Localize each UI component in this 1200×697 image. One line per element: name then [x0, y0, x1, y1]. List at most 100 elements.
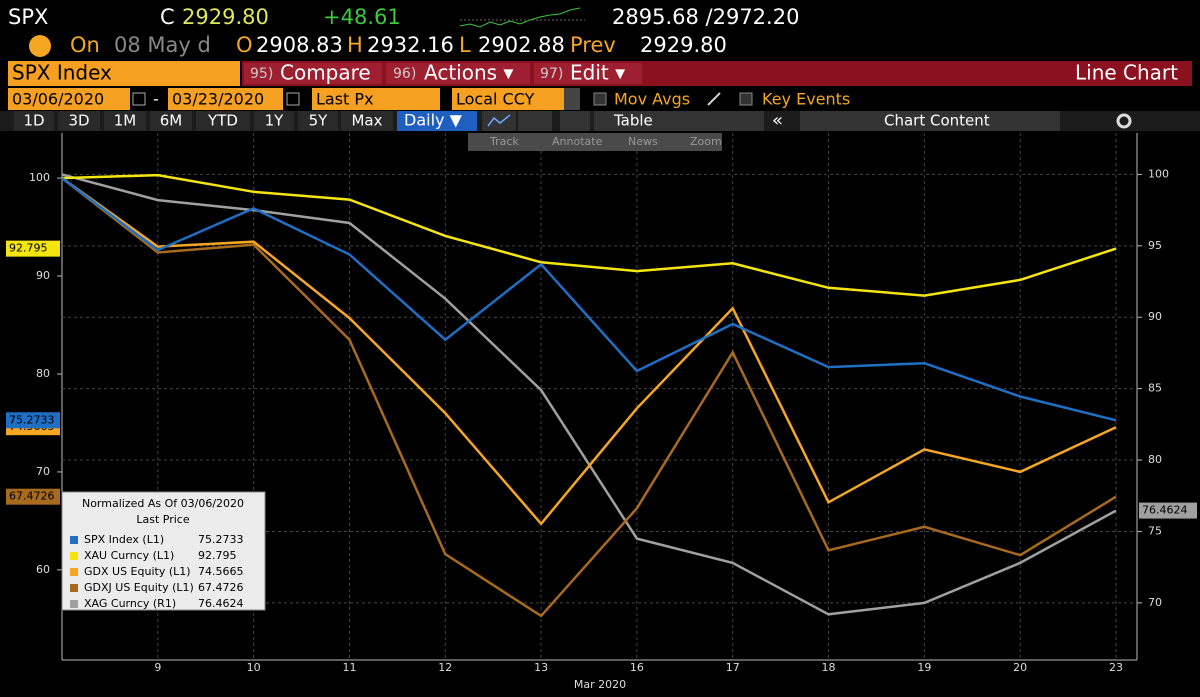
y2-tick-label: 75: [1148, 524, 1162, 537]
field-input[interactable]: [312, 88, 440, 110]
period-button[interactable]: [150, 111, 192, 131]
key-events: Key Events: [762, 90, 850, 109]
period-label: 1D: [23, 112, 44, 130]
chart-type-button[interactable]: [482, 111, 516, 131]
value-badge: [6, 240, 60, 257]
price: 2929.80: [182, 5, 269, 29]
tools: Track Annotate News Zoom: [489, 135, 722, 148]
legend-swatch: [70, 584, 78, 592]
end-input[interactable]: [168, 88, 283, 110]
menu-key: 97): [540, 66, 563, 82]
tool[interactable]: Annotate: [552, 135, 603, 148]
bar-type-button[interactable]: [518, 111, 552, 131]
y-tick-label: 100: [29, 171, 50, 184]
content-button[interactable]: [800, 111, 1060, 131]
collapse[interactable]: «: [772, 110, 783, 131]
x-tick-label: 9: [154, 661, 161, 674]
period-button[interactable]: [341, 111, 393, 131]
legend-swatch: [70, 536, 78, 544]
y2-tick-label: 100: [1148, 167, 1169, 180]
calendar-icon[interactable]: [132, 92, 146, 106]
legend-value: 75.2733: [198, 533, 244, 546]
legend-label: XAU Curncy (L1): [84, 549, 174, 562]
menu-bar: [242, 61, 1192, 86]
menu-label: Edit ▾: [570, 61, 625, 85]
sparkline: [459, 7, 581, 28]
calendar-icon[interactable]: [286, 92, 300, 106]
change: +48.61: [323, 5, 401, 29]
menu-key: 96): [393, 66, 416, 82]
periods: 1D 3D 1M 6M YTD 1Y 5Y Max: [14, 111, 393, 131]
tool[interactable]: Zoom: [690, 135, 722, 148]
period-label: YTD: [207, 112, 238, 130]
security-box[interactable]: [8, 61, 240, 86]
period-label: 3D: [68, 112, 89, 130]
security: SPX Index: [12, 61, 112, 85]
value-badge: [1139, 502, 1197, 519]
open: 2908.83: [256, 33, 343, 57]
legend: [61, 491, 266, 611]
dropdown[interactable]: [564, 88, 580, 110]
table-button[interactable]: [594, 111, 764, 131]
legend-swatch: [70, 568, 78, 576]
menu-button[interactable]: [534, 63, 642, 84]
frequency-button[interactable]: [397, 111, 477, 131]
pencil-icon[interactable]: [707, 92, 721, 106]
start-input[interactable]: [8, 88, 130, 110]
period-button[interactable]: [58, 111, 100, 131]
y2-tick-label: 90: [1148, 310, 1162, 323]
y2-tick-label: 70: [1148, 596, 1162, 609]
period-button[interactable]: [196, 111, 250, 131]
tools-bar: [468, 133, 722, 151]
high: 2932.16: [367, 33, 454, 57]
legend-label: GDX US Equity (L1): [84, 565, 191, 578]
gear-icon[interactable]: [1116, 113, 1132, 129]
field: Last Px: [316, 90, 374, 109]
value-badge-label: 92.795: [9, 242, 48, 255]
date-dash: -: [153, 90, 159, 109]
chart: 60 70 80 90 100 70 75 80 85 90 95 100 9 10 11 12 13 16 17 1…: [6, 133, 1197, 691]
period-button[interactable]: [298, 111, 338, 131]
currency-input[interactable]: [452, 88, 564, 110]
legend-value: 67.4726: [198, 581, 244, 594]
period-button[interactable]: [14, 111, 54, 131]
legend-label: GDXJ US Equity (L1): [84, 581, 194, 594]
y-tick-label: 60: [36, 563, 50, 576]
period-label: 5Y: [309, 112, 329, 130]
dropdown[interactable]: [560, 111, 590, 131]
y-tick-label: 70: [36, 465, 50, 478]
series-line: [61, 177, 1117, 526]
on-label: On: [70, 33, 100, 57]
tool[interactable]: News: [628, 135, 658, 148]
low: 2902.88: [478, 33, 565, 57]
legend-title: Normalized As Of 03/06/2020: [82, 497, 244, 510]
view-title: Line Chart: [1075, 61, 1178, 85]
checkbox[interactable]: [739, 92, 753, 106]
legend-label: XAG Curncy (R1): [84, 597, 176, 610]
legend-swatch: [70, 600, 78, 608]
x-tick-label: 13: [534, 661, 548, 674]
value-badge: [6, 488, 60, 505]
x-axis-label: Mar 2020: [574, 678, 626, 691]
status-icon: [29, 35, 51, 57]
chart-content: Chart Content: [884, 112, 990, 130]
frequency: Daily ▼: [404, 111, 463, 130]
period-label: 1Y: [265, 112, 285, 130]
menu-button[interactable]: [244, 63, 382, 84]
y-tick-label: 80: [36, 367, 50, 380]
period-button[interactable]: [104, 111, 146, 131]
low-label: L: [459, 33, 471, 57]
ticker: SPX: [8, 5, 48, 29]
x-tick-label: 11: [342, 661, 356, 674]
series-line: [61, 177, 1117, 422]
value-badge: [6, 412, 60, 429]
period-button[interactable]: [254, 111, 294, 131]
period-label: Max: [351, 112, 382, 130]
checkbox[interactable]: [593, 92, 607, 106]
on-date: 08 May d: [114, 33, 211, 57]
y2-tick-label: 85: [1148, 382, 1162, 395]
tool[interactable]: Track: [489, 135, 519, 148]
period-label: 1M: [114, 112, 137, 130]
menu-button[interactable]: [386, 63, 530, 84]
